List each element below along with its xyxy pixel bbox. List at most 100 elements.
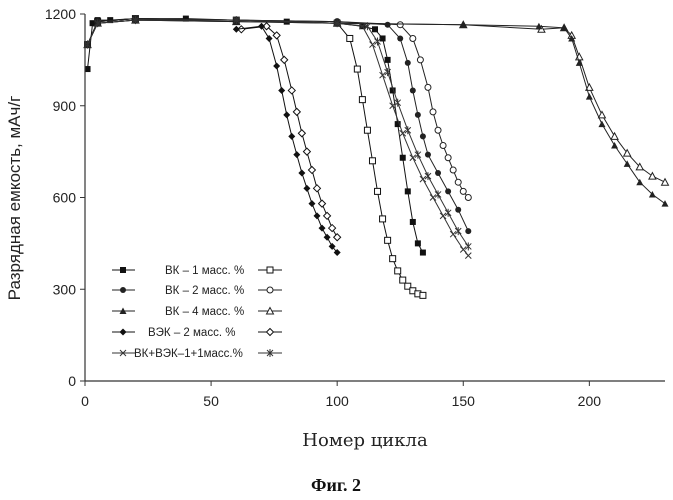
x-tick-label: 200	[578, 393, 602, 409]
data-point	[460, 188, 466, 194]
series-2-filled	[85, 16, 472, 235]
legend-marker-open	[267, 287, 273, 293]
data-point	[598, 121, 605, 128]
data-point	[455, 179, 461, 185]
data-point	[598, 111, 605, 118]
data-point	[405, 60, 411, 66]
data-point	[662, 179, 669, 186]
data-point	[324, 212, 331, 219]
data-point	[445, 155, 451, 161]
legend: ВК – 1 масс. % ВК – 2 масс. % ВК – 4 масс.…	[112, 265, 282, 360]
data-point	[385, 237, 391, 243]
data-point	[420, 292, 426, 298]
data-point	[308, 166, 315, 173]
data-point	[395, 99, 401, 107]
legend-marker-open	[267, 329, 274, 336]
data-point	[435, 190, 441, 198]
y-tick-label: 600	[53, 190, 77, 206]
data-point	[308, 200, 315, 207]
data-point	[397, 22, 403, 28]
y-ticks: 03006009001200	[45, 6, 85, 389]
data-point	[298, 130, 305, 137]
data-point	[293, 151, 300, 158]
data-point	[380, 72, 386, 78]
series-4-open	[238, 23, 341, 241]
x-tick-label: 50	[203, 393, 219, 409]
data-point	[364, 127, 370, 133]
data-point	[329, 225, 336, 232]
series-3-open	[84, 17, 668, 186]
data-point	[298, 170, 305, 177]
data-point	[400, 155, 406, 161]
data-point	[465, 195, 471, 201]
data-point	[303, 185, 310, 192]
data-point	[375, 38, 381, 46]
data-point	[319, 200, 326, 207]
data-point	[319, 225, 326, 232]
data-point	[460, 246, 466, 252]
data-point	[266, 35, 273, 42]
data-point	[440, 213, 446, 219]
data-point	[281, 56, 288, 63]
legend-label: ВЭК – 2 масс. %	[148, 327, 235, 339]
data-point	[410, 87, 416, 93]
legend-marker	[120, 287, 126, 293]
data-point	[420, 250, 426, 256]
data-point	[611, 142, 618, 149]
data-point	[450, 167, 456, 173]
data-point	[662, 200, 669, 207]
x-ticks: 0 50 100 150 200	[81, 381, 601, 409]
data-point	[649, 173, 656, 180]
y-tick-label: 1200	[45, 6, 76, 22]
legend-label: ВК – 2 масс. %	[165, 285, 244, 297]
data-point	[420, 176, 426, 182]
data-point	[410, 219, 416, 225]
series-1-open	[85, 16, 426, 299]
y-tick-label: 300	[53, 281, 77, 297]
data-point	[369, 158, 375, 164]
series-line	[88, 20, 666, 182]
legend-label: ВК – 1 масс. %	[165, 265, 244, 277]
data-point	[410, 155, 416, 161]
legend-item: ВК+ВЭК–1+1масс.%	[112, 348, 282, 360]
data-point	[435, 170, 441, 176]
x-tick-label: 100	[325, 393, 349, 409]
data-point	[334, 234, 341, 241]
data-point	[354, 66, 360, 72]
legend-item: ВК – 1 масс. %	[112, 265, 282, 277]
y-tick-label: 900	[53, 98, 77, 114]
data-point	[430, 109, 436, 115]
data-point	[410, 35, 416, 41]
data-point	[405, 126, 411, 134]
x-tick-label: 150	[452, 393, 476, 409]
data-point	[465, 228, 471, 234]
series-line	[88, 20, 666, 204]
series-5-open	[85, 16, 472, 250]
data-point	[258, 23, 265, 30]
data-point	[380, 216, 386, 222]
data-point	[288, 133, 295, 140]
x-tick-label: 0	[81, 393, 89, 409]
data-point	[380, 35, 386, 41]
data-point	[465, 242, 471, 250]
data-point	[324, 234, 331, 241]
legend-marker	[120, 267, 126, 273]
data-point	[400, 277, 406, 283]
series-line	[88, 19, 469, 198]
legend-marker-open	[267, 267, 273, 273]
series-line	[88, 19, 423, 253]
data-point	[372, 26, 378, 32]
series-2-open	[85, 16, 472, 201]
data-point	[624, 160, 631, 167]
y-axis-title: Разрядная емкость, мАч/г	[5, 96, 24, 301]
data-point	[430, 195, 436, 201]
legend-marker	[120, 329, 127, 336]
series-3-filled	[84, 17, 668, 207]
legend-label: ВК – 4 масс. %	[165, 306, 244, 318]
series-line	[88, 19, 423, 296]
legend-item: ВЭК – 2 масс. %	[112, 327, 282, 339]
data-point	[278, 87, 285, 94]
data-point	[390, 256, 396, 262]
data-point	[395, 268, 401, 274]
